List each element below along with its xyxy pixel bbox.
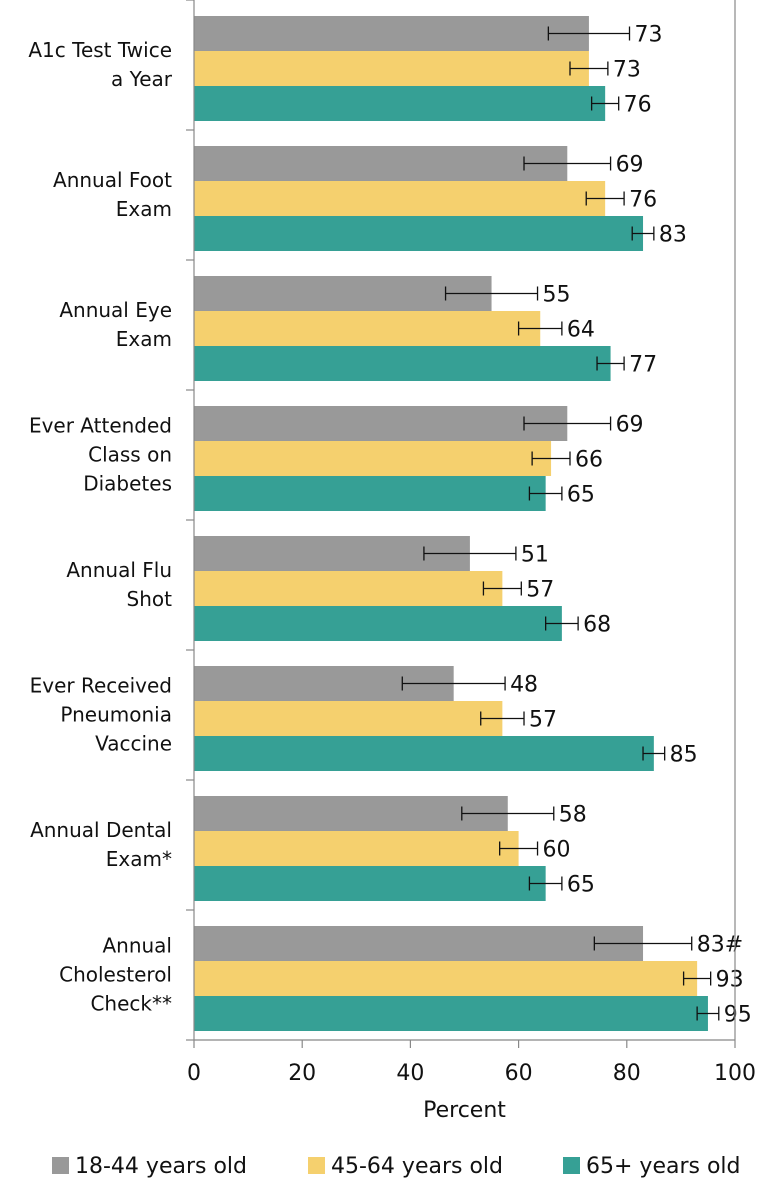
legend-swatch <box>308 1157 325 1174</box>
bar <box>194 51 589 86</box>
bar <box>194 146 568 181</box>
value-label: 69 <box>616 153 644 178</box>
category-label: Annual Eye Exam <box>59 298 172 351</box>
bar <box>194 571 503 606</box>
value-label: 65 <box>567 873 595 898</box>
error-bar <box>523 416 612 431</box>
error-bar <box>696 1006 720 1021</box>
value-label: 55 <box>543 283 571 308</box>
value-label: 64 <box>567 318 595 343</box>
value-label: 68 <box>583 613 611 638</box>
value-label: 58 <box>559 803 587 828</box>
error-bar <box>480 711 525 726</box>
legend-swatch <box>563 1157 580 1174</box>
error-bar <box>531 451 571 466</box>
x-axis-label: Percent <box>423 1098 506 1123</box>
category-label: A1c Test Twice a Year <box>28 38 172 91</box>
bar <box>194 346 611 381</box>
value-label: 83 <box>659 223 687 248</box>
error-bar <box>423 546 517 561</box>
legend-swatch <box>52 1157 69 1174</box>
category-label: Ever Attended Class on Diabetes <box>28 413 172 496</box>
value-label: 69 <box>616 413 644 438</box>
value-label: 73 <box>635 23 663 48</box>
error-bar <box>528 486 563 501</box>
x-tick-label: 0 <box>187 1061 201 1086</box>
value-label: 76 <box>624 93 652 118</box>
x-tick-label: 40 <box>396 1061 424 1086</box>
category-label: Ever Received Pneumonia Vaccine <box>29 673 172 756</box>
value-label: 51 <box>521 543 549 568</box>
value-label: 57 <box>526 578 554 603</box>
bar <box>194 996 708 1031</box>
error-bar <box>461 806 555 821</box>
bar <box>194 86 606 121</box>
bar <box>194 961 698 996</box>
value-label: 48 <box>510 673 538 698</box>
x-tick-label: 80 <box>613 1061 641 1086</box>
bar <box>194 926 644 961</box>
bar <box>194 736 654 771</box>
error-bar <box>682 971 712 986</box>
error-bar <box>499 841 539 856</box>
x-tick-label: 20 <box>288 1061 316 1086</box>
error-bar <box>528 876 563 891</box>
value-label: 60 <box>543 838 571 863</box>
error-bar <box>590 96 620 111</box>
category-label: Annual Foot Exam <box>53 168 172 221</box>
value-label: 85 <box>670 743 698 768</box>
value-label: 76 <box>629 188 657 213</box>
category-label: Annual Dental Exam* <box>30 818 172 871</box>
error-bar <box>482 581 522 596</box>
x-tick-label: 100 <box>714 1061 756 1086</box>
bar <box>194 276 492 311</box>
bar <box>194 606 562 641</box>
error-bar <box>596 356 625 371</box>
bar <box>194 796 508 831</box>
error-bar <box>517 321 563 336</box>
legend-label: 18-44 years old <box>75 1154 247 1179</box>
bar <box>194 831 519 866</box>
bar <box>194 441 552 476</box>
error-bar <box>631 226 655 241</box>
bar <box>194 181 606 216</box>
value-label: 73 <box>613 58 641 83</box>
legend-label: 65+ years old <box>586 1154 741 1179</box>
bar <box>194 476 546 511</box>
bar <box>194 16 589 51</box>
error-bar <box>593 936 693 951</box>
value-label: 57 <box>529 708 557 733</box>
x-tick-label: 60 <box>505 1061 533 1086</box>
category-label: Annual Cholesterol Check** <box>59 933 172 1016</box>
error-bar <box>585 191 625 206</box>
value-label: 93 <box>716 968 744 993</box>
value-label: 83# <box>697 933 743 958</box>
error-bar <box>642 746 666 761</box>
error-bar <box>569 61 609 76</box>
value-label: 66 <box>575 448 603 473</box>
bar <box>194 701 503 736</box>
bar <box>194 311 541 346</box>
bar <box>194 406 568 441</box>
value-label: 77 <box>629 353 657 378</box>
error-bar <box>523 156 612 171</box>
bar <box>194 216 644 251</box>
error-bar <box>545 616 579 631</box>
value-label: 95 <box>724 1003 752 1028</box>
error-bar <box>444 286 539 301</box>
legend-label: 45-64 years old <box>331 1154 503 1179</box>
error-bar <box>401 676 506 691</box>
error-bar <box>547 26 631 41</box>
value-label: 65 <box>567 483 595 508</box>
category-label: Annual Flu Shot <box>66 558 172 611</box>
bar <box>194 866 546 901</box>
